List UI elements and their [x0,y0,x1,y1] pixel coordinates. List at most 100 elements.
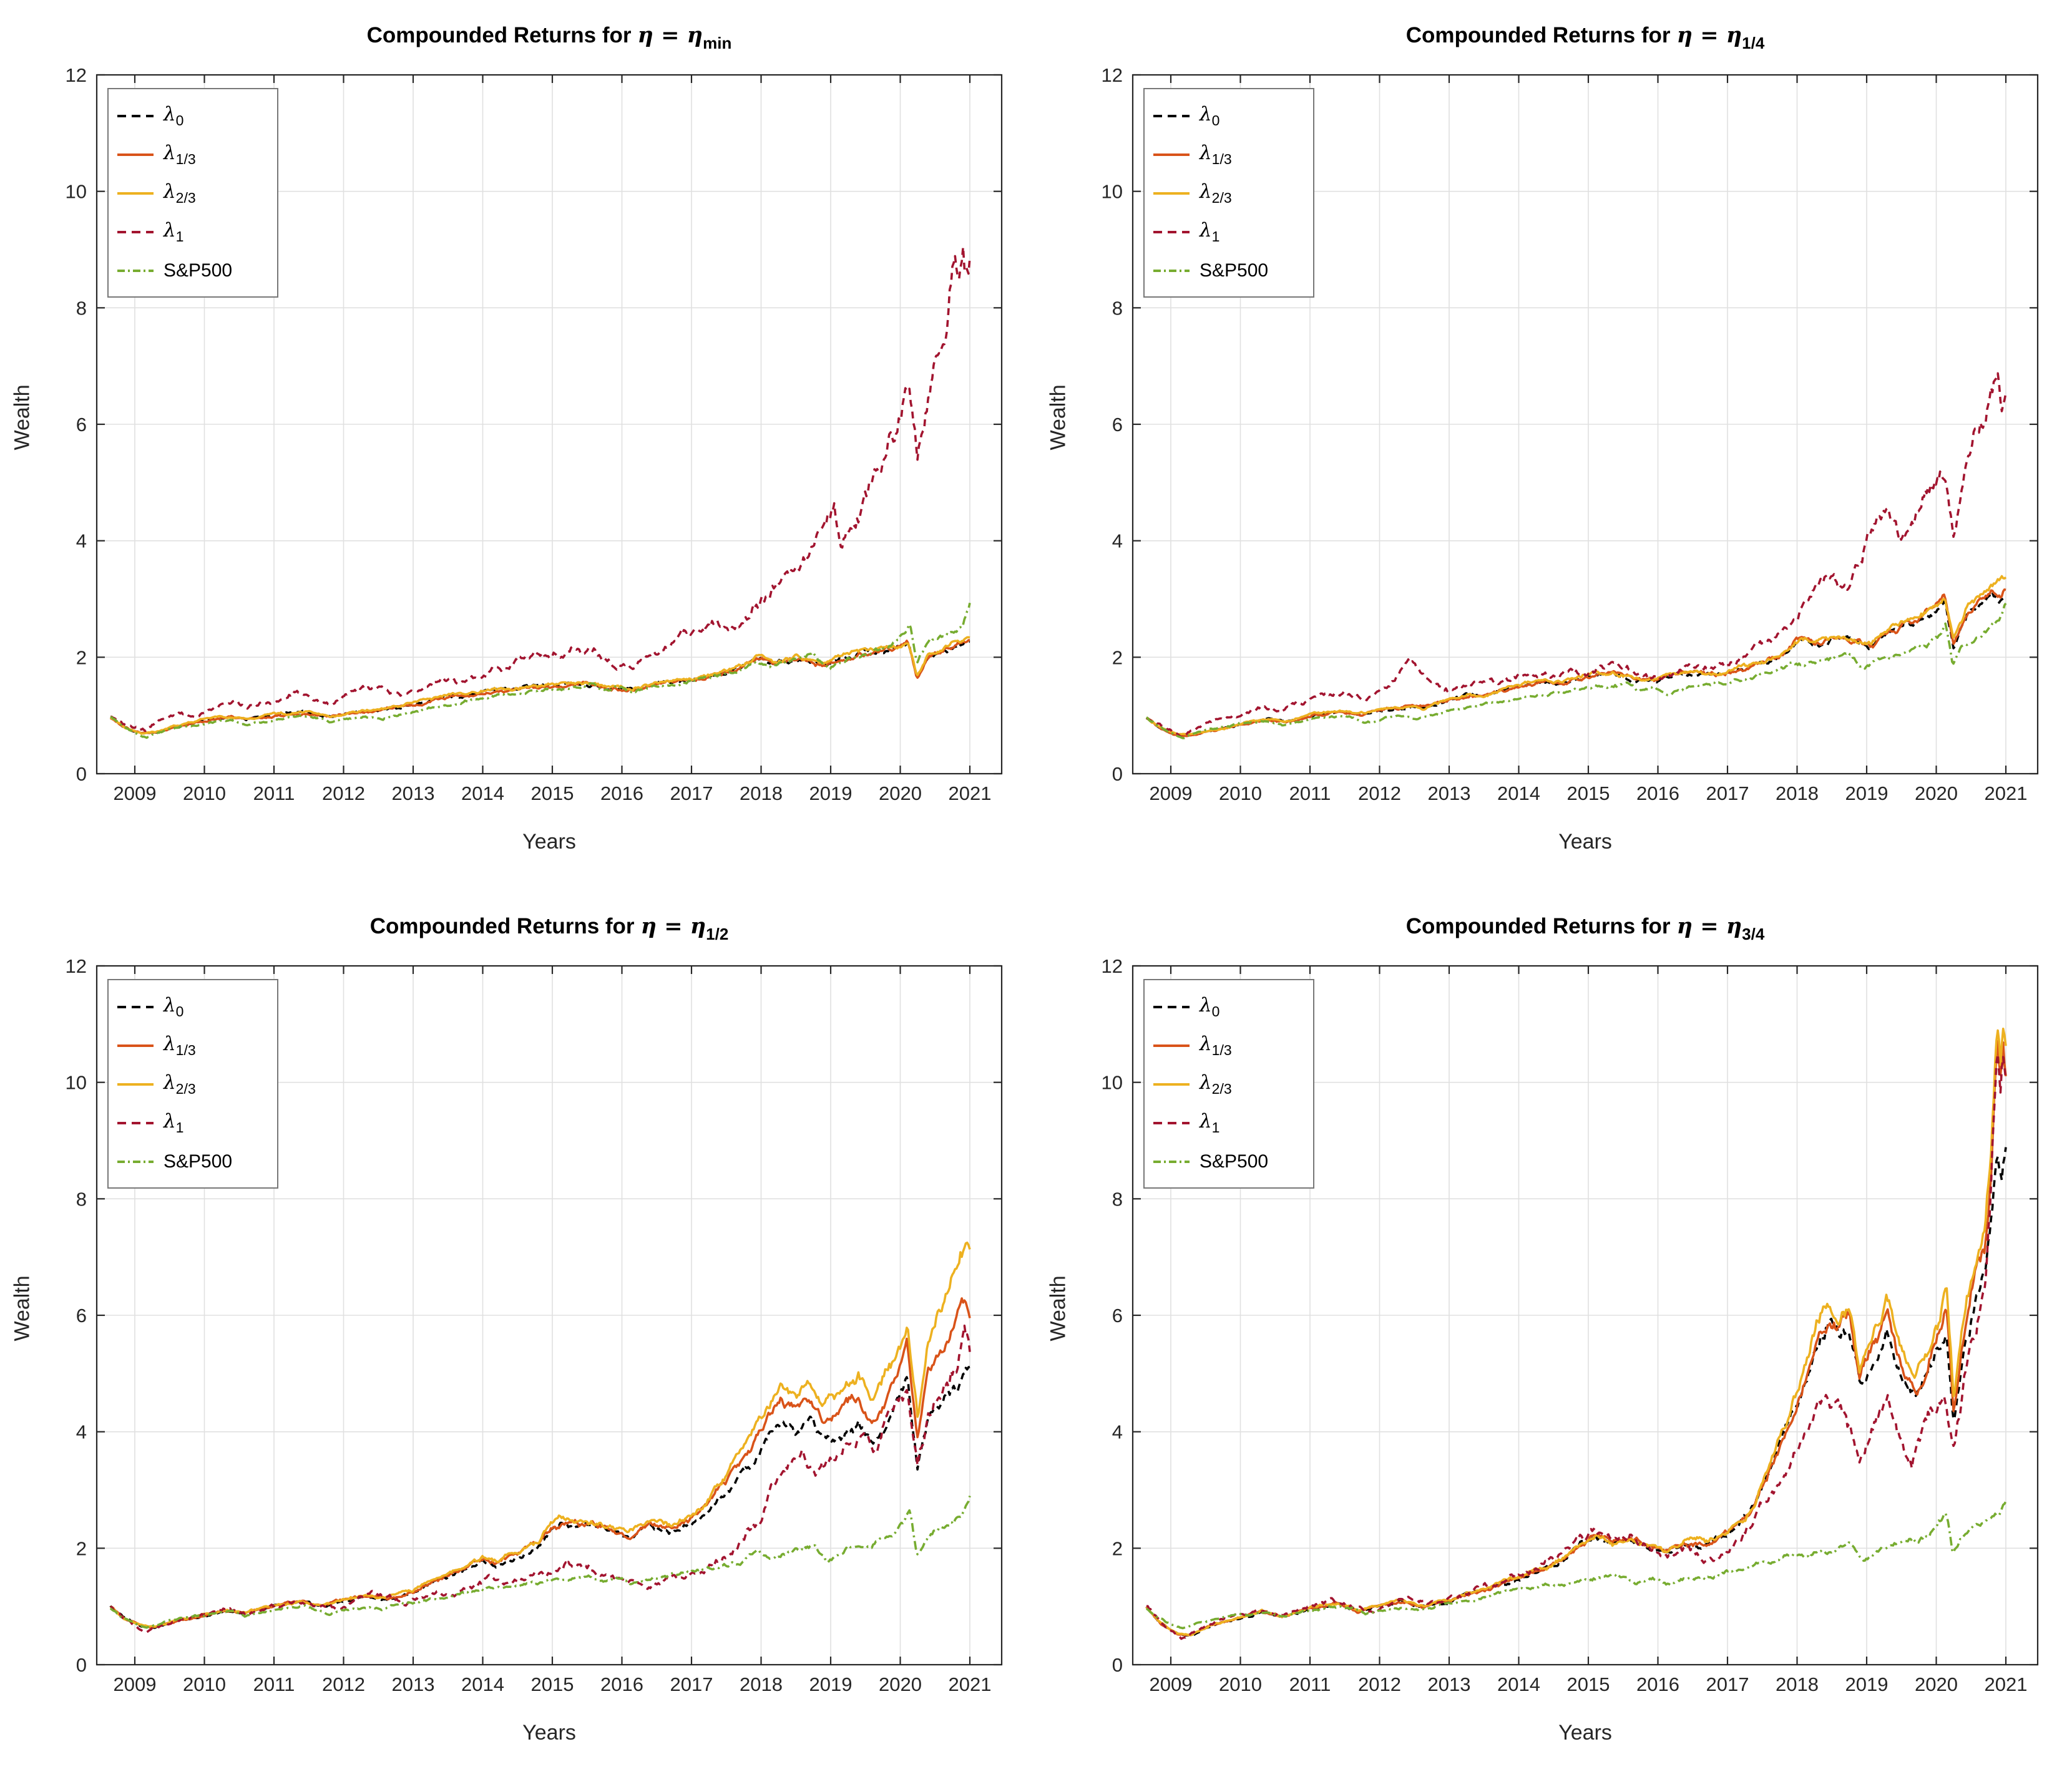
x-tick-label: 2013 [1428,782,1471,804]
x-tick-label: 2020 [1915,782,1958,804]
y-tick-label: 6 [76,414,87,436]
title-eta-subscript: 3/4 [1742,925,1765,943]
legend-label: λ0 [1200,103,1220,129]
y-tick-label: 12 [66,955,87,977]
legend-box: λ0 λ1/3 λ2/3 λ1 S&P500 [1143,979,1314,1189]
y-tick-label: 4 [76,530,87,552]
legend-line-sample [1153,1083,1190,1086]
axes: 2009 2010 2011 2012 2013 2014 2015 2016 2017 2018… [66,955,1003,1695]
chart-eta-half: Compounded Returns for η = η1/2 Wealth Ye… [0,891,1036,1782]
legend-label: S&P500 [1200,260,1269,281]
legend-label: λ2/3 [1200,1071,1232,1097]
x-tick-label: 2010 [183,782,226,804]
y-axis-label: Wealth [1046,1275,1070,1341]
plot-area: 2009 2010 2011 2012 2013 2014 2015 2016 2017 2018… [66,64,1003,804]
chart-eta-min: Compounded Returns for η = ηmin Wealth Ye… [0,0,1036,891]
legend-label: S&P500 [164,260,233,281]
series-line-lambda0 [1146,590,2007,738]
legend-line-sample [1153,270,1190,272]
x-tick-label: 2012 [322,782,365,804]
y-tick-label: 10 [66,1072,87,1094]
legend-label: λ1 [164,219,184,245]
title-eta-expression: η = η [1676,913,1742,939]
title-eta-subscript: 1/4 [1742,34,1765,52]
legend-line-sample [117,1161,154,1163]
legend-item-sp500: S&P500 [1145,1142,1313,1181]
x-tick-label: 2010 [1219,782,1262,804]
x-axis-label: Years [522,830,576,854]
y-tick-label: 2 [1112,1537,1123,1559]
title-text: Compounded Returns for [1405,23,1671,47]
title-text: Compounded Returns for [369,914,635,938]
title-text: Compounded Returns for [366,23,632,47]
axes: 2009 2010 2011 2012 2013 2014 2015 2016 2017 2018… [1102,64,2039,804]
legend-item-lambda13: λ1/3 [1145,135,1313,174]
legend-label: λ2/3 [164,180,196,206]
legend-line-sample [1153,192,1190,195]
x-tick-label: 2021 [1985,782,2028,804]
series-lines [1145,372,2007,739]
legend-label: λ0 [164,994,184,1020]
y-axis-label: Wealth [10,1275,34,1341]
legend-line-sample [117,1006,154,1008]
legend-box: λ0 λ1/3 λ2/3 λ1 S&P500 [107,88,278,298]
legend-item-lambda1: λ1 [1145,213,1313,251]
x-tick-label: 2014 [461,782,504,804]
y-tick-label: 6 [1112,414,1123,436]
legend-item-lambda23: λ2/3 [109,174,277,213]
x-axis-label: Years [1558,1721,1612,1745]
x-tick-label: 2016 [1636,1673,1679,1695]
legend-item-sp500: S&P500 [109,1142,277,1181]
axes: 2009 2010 2011 2012 2013 2014 2015 2016 2017 2018… [66,64,1003,804]
y-tick-label: 6 [76,1305,87,1327]
x-tick-label: 2013 [1428,1673,1471,1695]
y-tick-label: 8 [76,297,87,319]
legend-label: λ2/3 [1200,180,1232,206]
legend-box: λ0 λ1/3 λ2/3 λ1 S&P500 [107,979,278,1189]
x-tick-label: 2012 [1358,1673,1401,1695]
x-tick-label: 2021 [949,782,992,804]
series-line-lambda13 [109,1297,971,1629]
chart-title: Compounded Returns for η = η1/4 [1133,22,2038,53]
legend-item-sp500: S&P500 [1145,251,1313,290]
y-tick-label: 4 [1112,1421,1123,1443]
x-tick-label: 2013 [392,782,435,804]
x-tick-label: 2020 [1915,1673,1958,1695]
x-tick-label: 2019 [809,782,853,804]
series-line-lambda13 [1146,588,2006,738]
legend-line-sample [1153,153,1190,156]
legend-item-lambda0: λ0 [109,988,277,1026]
legend-item-lambda23: λ2/3 [1145,1065,1313,1104]
series-line-sp500 [110,602,971,739]
legend-line-sample [117,270,154,272]
legend-label: λ1 [1200,1110,1220,1136]
series-lines [1145,1028,2007,1640]
chart-title: Compounded Returns for η = η1/2 [97,913,1002,944]
x-tick-label: 2020 [879,1673,922,1695]
y-tick-label: 2 [76,646,87,668]
legend-line-sample [117,1122,154,1124]
y-tick-label: 2 [76,1537,87,1559]
y-tick-label: 10 [1102,181,1123,203]
series-lines [109,1241,971,1634]
legend-line-sample [1153,115,1190,117]
x-tick-label: 2009 [1150,1673,1193,1695]
title-eta-expression: η = η [1676,22,1742,48]
legend-line-sample [1153,231,1190,233]
legend-line-sample [1153,1122,1190,1124]
y-tick-label: 0 [1112,1654,1123,1676]
legend-label: λ1/3 [164,142,196,167]
title-eta-subscript: 1/2 [706,925,729,943]
x-tick-label: 2019 [1845,1673,1889,1695]
legend-line-sample [1153,1006,1190,1008]
y-tick-label: 8 [76,1188,87,1210]
series-line-lambda23 [1145,1028,2007,1637]
series-line-lambda1 [110,1324,971,1634]
legend-line-sample [117,115,154,117]
chart-eta-three-quarter: Compounded Returns for η = η3/4 Wealth Ye… [1036,891,2072,1782]
y-tick-label: 12 [1102,955,1123,977]
y-tick-label: 4 [76,1421,87,1443]
legend-item-sp500: S&P500 [109,251,277,290]
title-eta-subscript: min [703,34,732,52]
legend-item-lambda0: λ0 [1145,97,1313,135]
